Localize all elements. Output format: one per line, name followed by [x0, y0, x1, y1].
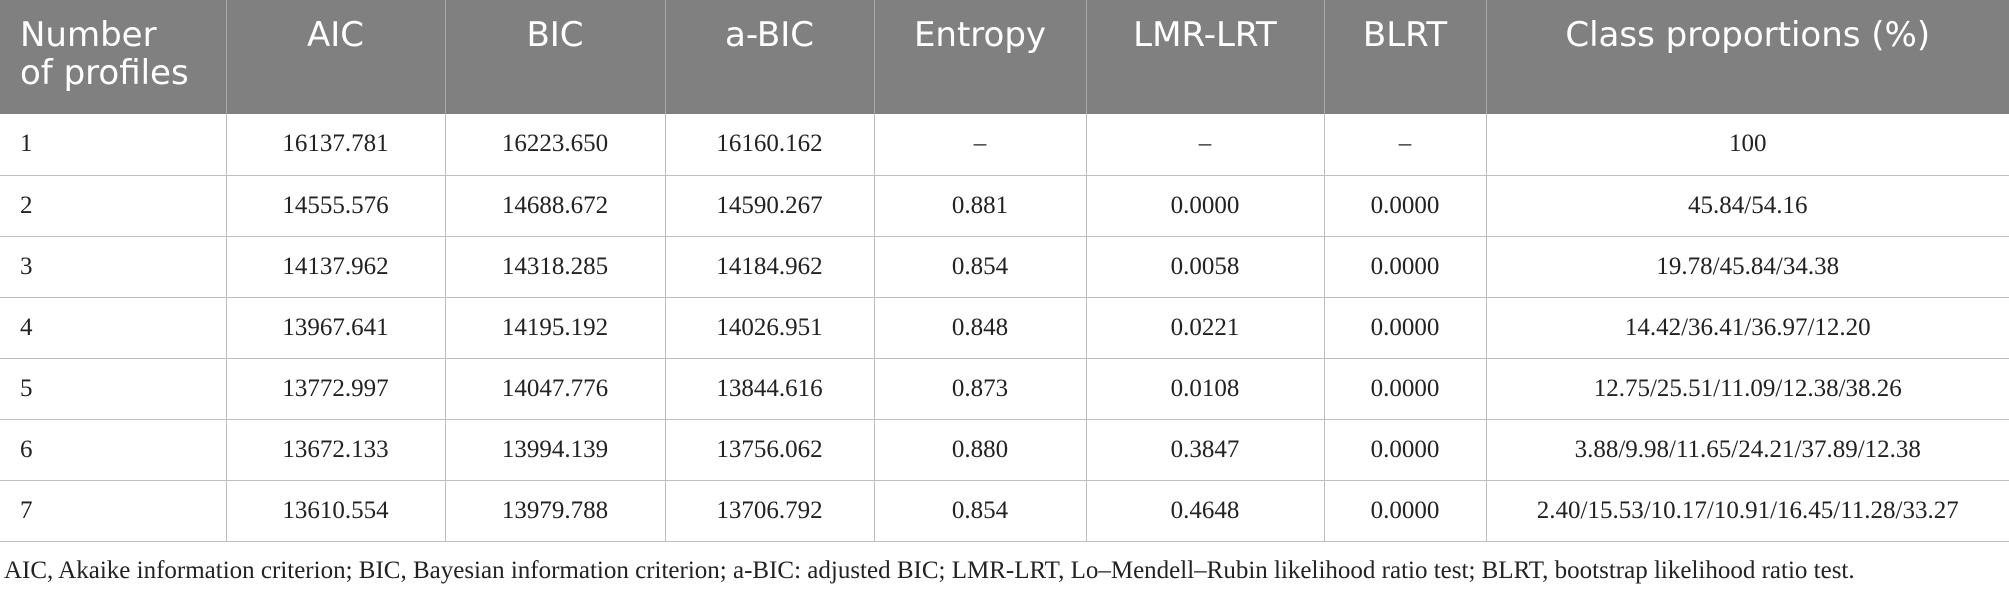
cell-entropy: 0.873 [874, 358, 1087, 420]
cell-a-bic: 14590.267 [665, 175, 875, 237]
cell-blrt: 0.0000 [1324, 297, 1487, 359]
cell-class-proportions: 19.78/45.84/34.38 [1486, 236, 2009, 298]
cell-bic: 14047.776 [445, 358, 666, 420]
cell-a-bic: 13756.062 [665, 419, 875, 481]
header-profiles-line1: Number [20, 15, 157, 55]
cell-entropy: 0.880 [874, 419, 1087, 481]
cell-profiles: 2 [0, 175, 227, 237]
cell-aic: 14555.576 [226, 175, 446, 237]
cell-lmr-lrt: 0.0108 [1086, 358, 1325, 420]
header-blrt: BLRT [1324, 0, 1487, 114]
cell-class-proportions: 45.84/54.16 [1486, 175, 2009, 237]
table-footnote: AIC, Akaike information criterion; BIC, … [4, 557, 1855, 584]
header-number-of-profiles: Number of profiles [0, 0, 227, 114]
cell-bic: 14195.192 [445, 297, 666, 359]
cell-blrt: 0.0000 [1324, 358, 1487, 420]
header-aic: AIC [226, 0, 446, 114]
cell-profiles: 6 [0, 419, 227, 481]
cell-bic: 14318.285 [445, 236, 666, 298]
table-row: 4 13967.641 14195.192 14026.951 0.848 0.… [0, 297, 2009, 359]
table-row: 2 14555.576 14688.672 14590.267 0.881 0.… [0, 175, 2009, 237]
cell-profiles: 1 [0, 114, 227, 176]
table-row: 5 13772.997 14047.776 13844.616 0.873 0.… [0, 358, 2009, 420]
cell-a-bic: 16160.162 [665, 114, 875, 176]
cell-class-proportions: 2.40/15.53/10.17/10.91/16.45/11.28/33.27 [1486, 480, 2009, 542]
cell-profiles: 7 [0, 480, 227, 542]
cell-a-bic: 14184.962 [665, 236, 875, 298]
table-header-row: Number of profiles AIC BIC a-BIC Entropy … [0, 0, 2009, 114]
cell-lmr-lrt: 0.0058 [1086, 236, 1325, 298]
cell-lmr-lrt: 0.0000 [1086, 175, 1325, 237]
cell-class-proportions: 100 [1486, 114, 2009, 176]
table-row: 6 13672.133 13994.139 13756.062 0.880 0.… [0, 419, 2009, 481]
cell-blrt: – [1324, 114, 1487, 176]
cell-profiles: 5 [0, 358, 227, 420]
cell-blrt: 0.0000 [1324, 480, 1487, 542]
cell-blrt: 0.0000 [1324, 419, 1487, 481]
table-row: 7 13610.554 13979.788 13706.792 0.854 0.… [0, 480, 2009, 542]
cell-entropy: 0.848 [874, 297, 1087, 359]
table-row: 1 16137.781 16223.650 16160.162 – – – 10… [0, 114, 2009, 176]
cell-aic: 14137.962 [226, 236, 446, 298]
header-profiles-line2: of profiles [20, 53, 189, 93]
cell-class-proportions: 14.42/36.41/36.97/12.20 [1486, 297, 2009, 359]
cell-aic: 13672.133 [226, 419, 446, 481]
cell-blrt: 0.0000 [1324, 175, 1487, 237]
header-lmr-lrt: LMR-LRT [1086, 0, 1325, 114]
header-a-bic: a-BIC [665, 0, 875, 114]
cell-class-proportions: 3.88/9.98/11.65/24.21/37.89/12.38 [1486, 419, 2009, 481]
cell-aic: 16137.781 [226, 114, 446, 176]
header-bic: BIC [445, 0, 666, 114]
header-entropy: Entropy [874, 0, 1087, 114]
cell-entropy: – [874, 114, 1087, 176]
cell-entropy: 0.854 [874, 236, 1087, 298]
cell-profiles: 3 [0, 236, 227, 298]
cell-profiles: 4 [0, 297, 227, 359]
model-fit-table-container: Number of profiles AIC BIC a-BIC Entropy … [0, 0, 2009, 542]
cell-bic: 13979.788 [445, 480, 666, 542]
cell-lmr-lrt: 0.0221 [1086, 297, 1325, 359]
cell-aic: 13967.641 [226, 297, 446, 359]
model-fit-table: Number of profiles AIC BIC a-BIC Entropy … [0, 0, 2009, 542]
cell-aic: 13772.997 [226, 358, 446, 420]
cell-a-bic: 14026.951 [665, 297, 875, 359]
cell-lmr-lrt: 0.4648 [1086, 480, 1325, 542]
cell-blrt: 0.0000 [1324, 236, 1487, 298]
cell-a-bic: 13706.792 [665, 480, 875, 542]
cell-entropy: 0.854 [874, 480, 1087, 542]
header-class-proportions: Class proportions (%) [1486, 0, 2009, 114]
cell-lmr-lrt: – [1086, 114, 1325, 176]
cell-bic: 16223.650 [445, 114, 666, 176]
cell-entropy: 0.881 [874, 175, 1087, 237]
cell-a-bic: 13844.616 [665, 358, 875, 420]
cell-aic: 13610.554 [226, 480, 446, 542]
table-row: 3 14137.962 14318.285 14184.962 0.854 0.… [0, 236, 2009, 298]
cell-lmr-lrt: 0.3847 [1086, 419, 1325, 481]
cell-bic: 14688.672 [445, 175, 666, 237]
cell-bic: 13994.139 [445, 419, 666, 481]
cell-class-proportions: 12.75/25.51/11.09/12.38/38.26 [1486, 358, 2009, 420]
